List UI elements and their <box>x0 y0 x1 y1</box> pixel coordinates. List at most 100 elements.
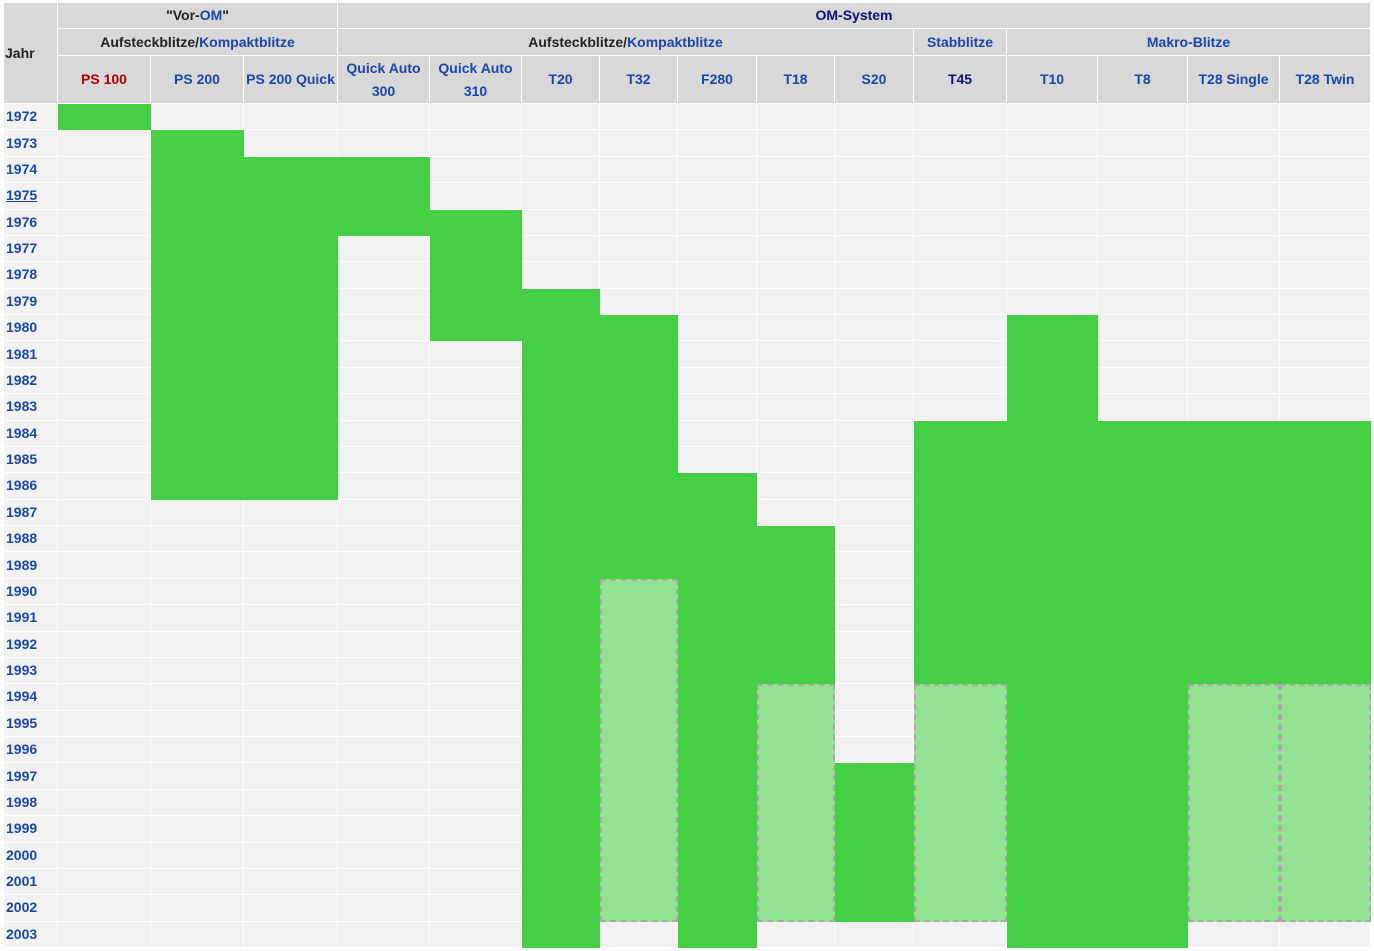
text[interactable]: 1988 <box>6 530 38 547</box>
cell <box>678 367 756 394</box>
text[interactable]: 1985 <box>6 451 38 468</box>
column-header: Quick Auto 310 <box>430 56 521 103</box>
text[interactable]: T18 <box>783 71 808 87</box>
text[interactable]: 1990 <box>6 582 38 599</box>
text[interactable]: 1999 <box>6 820 38 837</box>
text[interactable]: 2003 <box>6 925 38 942</box>
text[interactable]: 1982 <box>6 371 38 388</box>
text[interactable]: 2001 <box>6 873 38 890</box>
cell <box>244 552 337 578</box>
text[interactable]: 1991 <box>6 609 38 626</box>
text[interactable]: T32 <box>626 71 651 87</box>
cell <box>835 209 913 235</box>
text[interactable]: 1983 <box>6 398 38 415</box>
text[interactable]: Quick Auto 300 <box>346 59 421 99</box>
text[interactable]: 1996 <box>6 741 38 758</box>
text[interactable]: 1976 <box>6 213 38 230</box>
text[interactable]: 2000 <box>6 846 38 863</box>
production-period <box>914 420 1007 685</box>
text[interactable]: 1973 <box>6 134 38 151</box>
cell <box>58 499 150 525</box>
text[interactable]: 1989 <box>6 556 38 573</box>
text[interactable]: PS 200 <box>174 71 220 87</box>
year-cell: 2001 <box>4 868 57 895</box>
text[interactable]: T45 <box>947 71 973 87</box>
cell <box>58 605 150 631</box>
cell <box>430 842 521 868</box>
text[interactable]: Kompaktblitze <box>627 33 723 50</box>
text[interactable]: T20 <box>548 71 573 87</box>
cell <box>338 578 429 605</box>
text[interactable]: 1998 <box>6 793 38 810</box>
text[interactable]: OM <box>199 7 223 23</box>
cell <box>914 367 1006 394</box>
year-cell: 1995 <box>4 710 57 736</box>
cell <box>58 526 150 552</box>
text[interactable]: PS 200 Quick <box>246 71 335 87</box>
cell <box>58 446 150 473</box>
text[interactable]: 1972 <box>6 108 38 125</box>
text[interactable]: 1977 <box>6 240 38 257</box>
year-cell: 2000 <box>4 842 57 868</box>
text[interactable]: T28 Single <box>1198 71 1269 87</box>
production-period <box>430 209 522 342</box>
cell <box>522 104 599 130</box>
cell <box>338 315 429 341</box>
text[interactable]: S20 <box>861 71 887 87</box>
text[interactable]: 1986 <box>6 477 38 494</box>
cell <box>757 183 834 209</box>
text[interactable]: T8 <box>1134 71 1151 87</box>
text[interactable]: Quick Auto 310 <box>438 59 513 99</box>
text[interactable]: 1993 <box>6 662 38 679</box>
cell <box>1098 394 1187 420</box>
text[interactable]: 1980 <box>6 319 38 336</box>
text[interactable]: 1994 <box>6 688 38 705</box>
cell <box>58 842 150 868</box>
column-header: T8 <box>1098 56 1187 103</box>
text[interactable]: Kompaktblitze <box>199 33 295 50</box>
text[interactable]: T28 Twin <box>1295 71 1355 87</box>
cell <box>151 578 243 605</box>
text[interactable]: 1995 <box>6 714 38 731</box>
cell <box>430 446 521 473</box>
text[interactable]: 1997 <box>6 767 38 784</box>
text[interactable]: 1984 <box>6 424 38 441</box>
group-header: "Vor- OM " <box>58 3 337 28</box>
text[interactable]: Stabblitze <box>926 33 994 50</box>
text[interactable]: Makro-Blitze <box>1146 33 1231 50</box>
cell <box>1098 235 1187 262</box>
cell <box>58 367 150 394</box>
text[interactable]: 1974 <box>6 160 38 177</box>
text[interactable]: 1987 <box>6 503 38 520</box>
cell <box>430 631 521 657</box>
cell <box>338 446 429 473</box>
text: Aufsteckblitze <box>100 33 196 50</box>
cell <box>1280 156 1370 183</box>
cell <box>151 657 243 684</box>
text[interactable]: 1979 <box>6 292 38 309</box>
cell <box>338 816 429 842</box>
cell <box>430 605 521 631</box>
cell <box>338 288 429 314</box>
text[interactable]: 1978 <box>6 266 38 283</box>
column-header: T45 <box>914 56 1006 103</box>
year-cell: 1997 <box>4 763 57 789</box>
cell <box>522 209 599 235</box>
text[interactable]: OM-System <box>815 7 893 23</box>
text[interactable]: T10 <box>1039 71 1065 87</box>
cell <box>430 763 521 789</box>
cell <box>757 209 834 235</box>
text[interactable]: PS 100 <box>81 71 127 87</box>
text[interactable]: 1981 <box>6 345 38 362</box>
text[interactable]: 1975 <box>6 187 38 204</box>
cell <box>1280 209 1370 235</box>
cell <box>757 446 834 473</box>
text[interactable]: 1992 <box>6 635 38 652</box>
text[interactable]: 2002 <box>6 899 38 916</box>
year-cell: 1998 <box>4 789 57 816</box>
cell <box>835 394 913 420</box>
cell <box>430 526 521 552</box>
text[interactable]: F280 <box>701 71 733 87</box>
cell <box>244 710 337 736</box>
